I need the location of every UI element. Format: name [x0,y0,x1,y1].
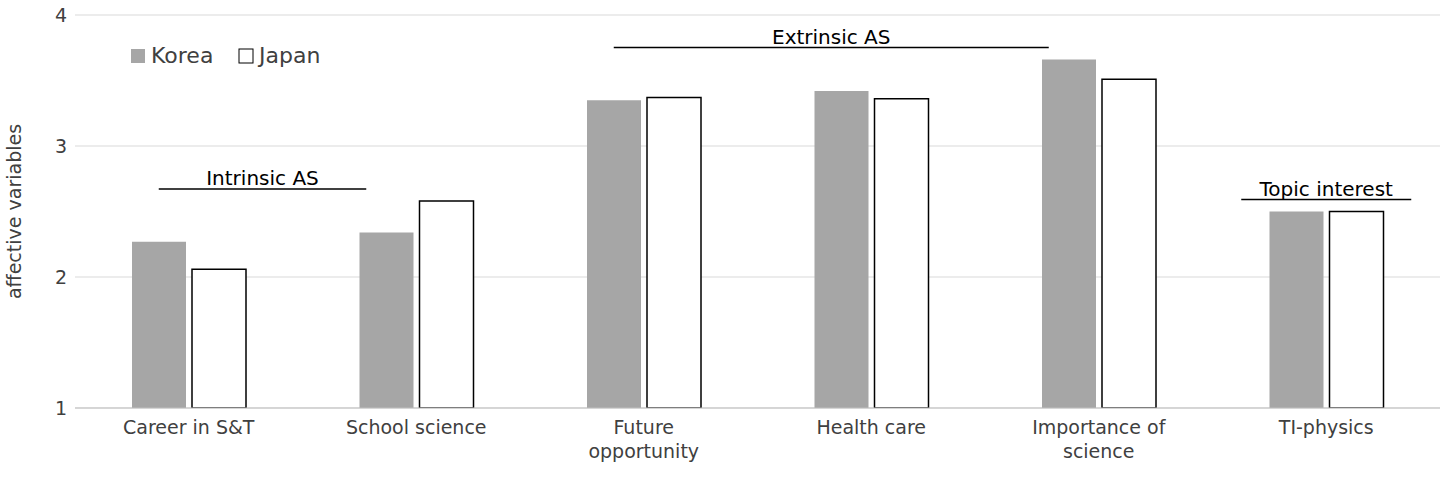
svg-text:School science: School science [346,416,487,438]
svg-text:affective variables: affective variables [8,124,25,299]
svg-text:Topic interest: Topic interest [1259,177,1394,201]
svg-text:Health care: Health care [816,416,926,438]
svg-text:Intrinsic AS: Intrinsic AS [206,166,319,190]
svg-text:Importance ofscience: Importance ofscience [1032,416,1167,462]
svg-text:Career in S&T: Career in S&T [123,416,255,438]
svg-text:TI-physics: TI-physics [1278,416,1374,438]
svg-text:1: 1 [55,397,67,419]
svg-text:4: 4 [55,4,67,26]
svg-text:Korea: Korea [151,43,213,68]
svg-text:Futureopportunity: Futureopportunity [588,416,699,462]
svg-text:3: 3 [55,135,67,157]
svg-text:Japan: Japan [257,43,320,68]
svg-text:Extrinsic AS: Extrinsic AS [772,25,890,49]
svg-text:2: 2 [55,266,67,288]
